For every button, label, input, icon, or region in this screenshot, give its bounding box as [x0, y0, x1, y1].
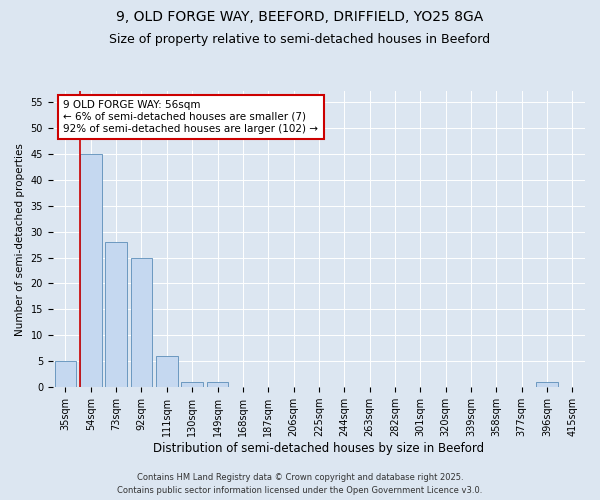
Bar: [80, 154, 101, 387]
Bar: [536, 382, 558, 387]
Text: Contains HM Land Registry data © Crown copyright and database right 2025.
Contai: Contains HM Land Registry data © Crown c…: [118, 474, 482, 495]
Bar: [55, 362, 76, 387]
Bar: [131, 258, 152, 387]
Text: 9 OLD FORGE WAY: 56sqm
← 6% of semi-detached houses are smaller (7)
92% of semi-: 9 OLD FORGE WAY: 56sqm ← 6% of semi-deta…: [64, 100, 319, 134]
Text: Size of property relative to semi-detached houses in Beeford: Size of property relative to semi-detach…: [109, 32, 491, 46]
Bar: [106, 242, 127, 387]
Bar: [207, 382, 228, 387]
Y-axis label: Number of semi-detached properties: Number of semi-detached properties: [15, 143, 25, 336]
Bar: [181, 382, 203, 387]
X-axis label: Distribution of semi-detached houses by size in Beeford: Distribution of semi-detached houses by …: [154, 442, 484, 455]
Bar: [156, 356, 178, 387]
Text: 9, OLD FORGE WAY, BEEFORD, DRIFFIELD, YO25 8GA: 9, OLD FORGE WAY, BEEFORD, DRIFFIELD, YO…: [116, 10, 484, 24]
